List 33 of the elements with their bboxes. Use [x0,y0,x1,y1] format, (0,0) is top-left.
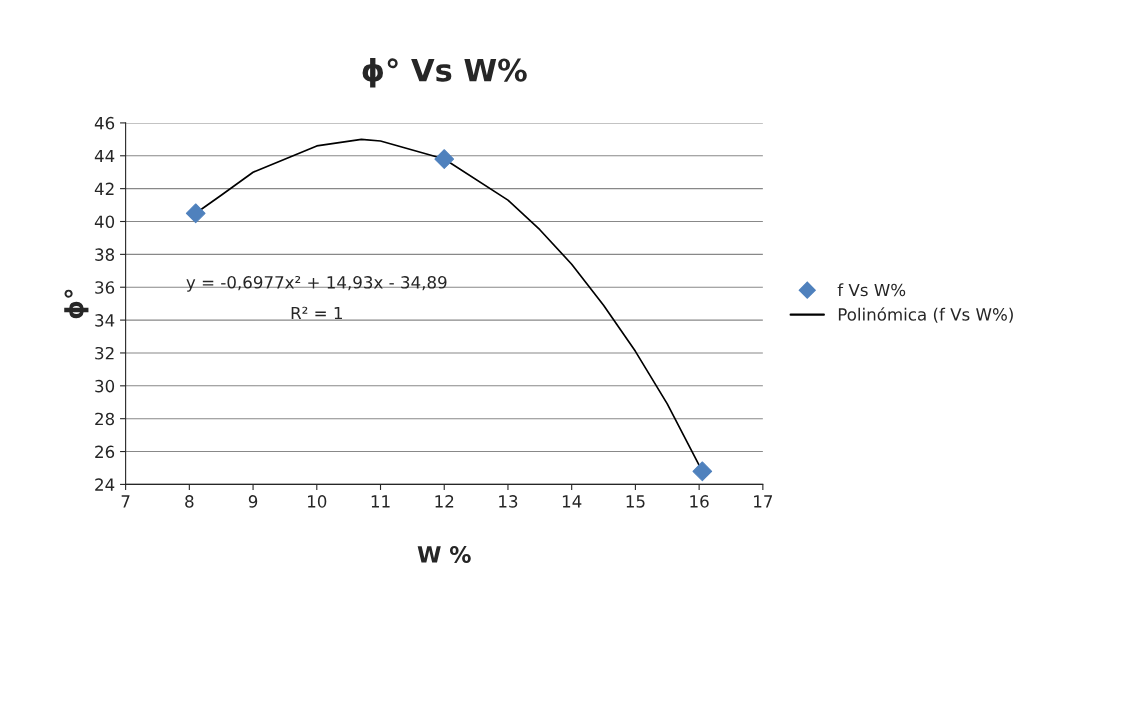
y-tick-label: 26 [95,445,115,459]
y-tick-label: 28 [95,412,115,426]
x-tick-label: 12 [435,495,454,508]
annotation: R² = 1 [291,306,342,320]
point [434,149,455,169]
y-axis-title: ϕ° [64,289,89,319]
y-tick-label: 32 [95,346,114,360]
chart-title: ϕ° Vs W% [362,58,527,88]
x-tick-label: 7 [121,495,130,508]
y-tick-label: 34 [95,314,115,327]
point [692,461,713,482]
x-axis-title: W % [417,546,471,563]
y-tick-label: 38 [95,248,115,261]
y-tick-label: 44 [94,149,115,163]
y-tick-label: 36 [95,281,115,294]
x-tick-label: 13 [499,495,518,508]
x-tick-label: 9 [248,495,258,508]
y-tick-label: 46 [94,116,115,130]
legend-label: f Vs W% [837,283,906,297]
x-tick-label: 11 [371,495,390,508]
x-tick-label: 14 [562,495,582,508]
x-tick-label: 15 [626,495,645,508]
y-tick-label: 30 [95,379,115,393]
annotation: y = -0,6977x² + 14,93x - 34,89 [186,276,447,292]
x-tick-label: 8 [185,495,194,508]
legend-label: Polinómica (f Vs W%) [838,307,1013,323]
y-tick-label: 42 [94,182,114,195]
x-tick-label: 16 [690,495,709,508]
point [185,203,206,224]
x-tick-label: 10 [308,495,327,508]
x-tick-label: 17 [754,495,773,508]
y-tick-label: 40 [94,215,115,229]
y-tick-label: 24 [95,478,115,491]
